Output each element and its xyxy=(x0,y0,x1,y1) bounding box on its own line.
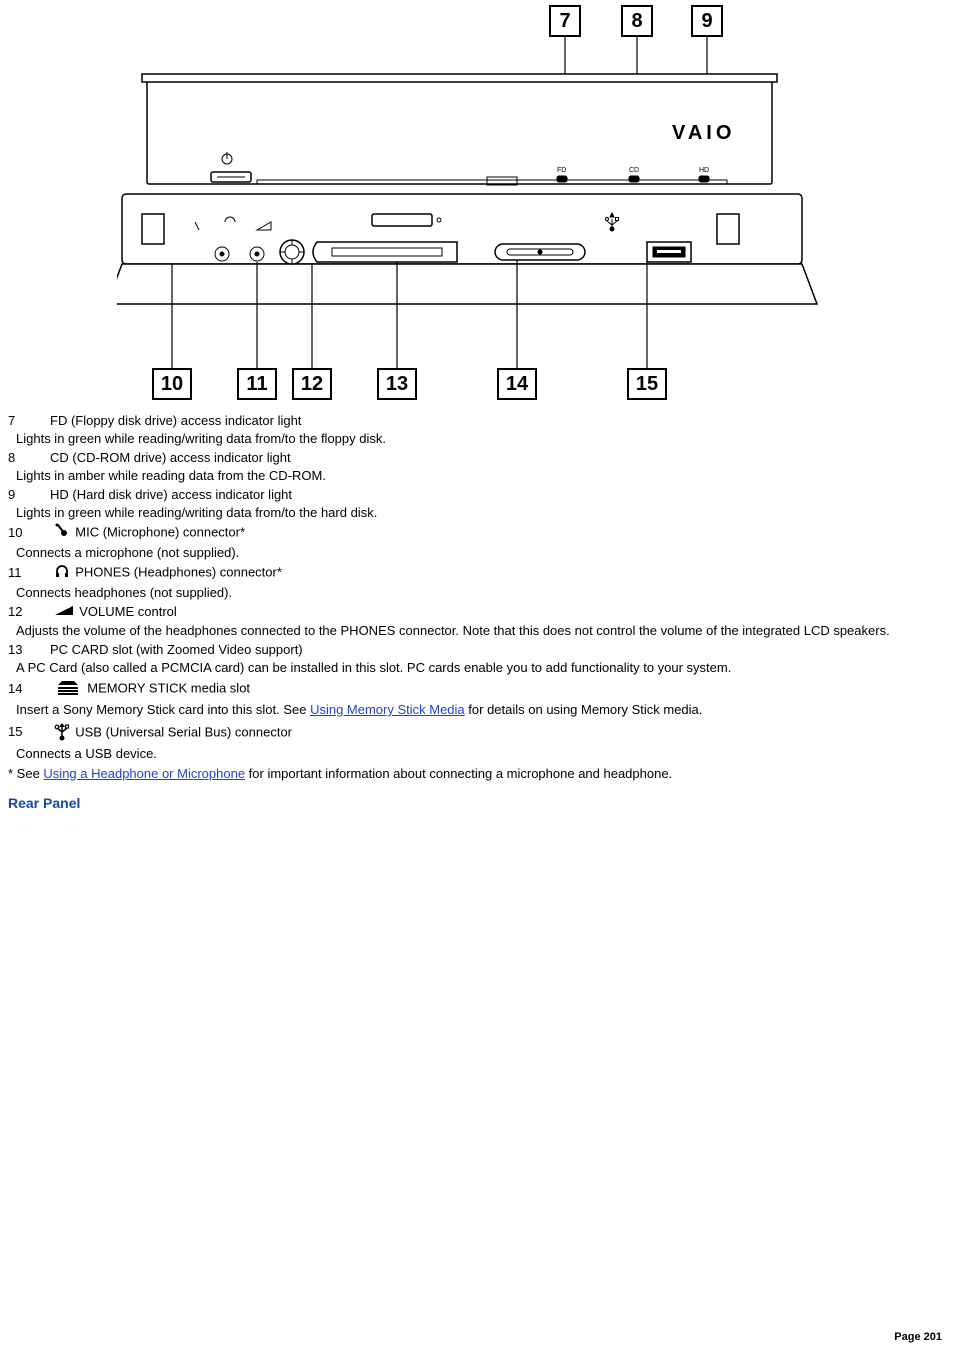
item-10: 10 MIC (Microphone) connector* Connects … xyxy=(8,523,946,561)
svg-text:CD: CD xyxy=(629,167,639,174)
item-number: 12 xyxy=(8,603,50,621)
item-title: PHONES (Headphones) connector* xyxy=(75,565,282,580)
svg-text:13: 13 xyxy=(386,373,408,395)
svg-text:HD: HD xyxy=(699,167,709,174)
mic-icon xyxy=(54,523,70,544)
item-number: 7 xyxy=(8,412,50,430)
item-number: 8 xyxy=(8,449,50,467)
svg-text:FD: FD xyxy=(557,167,566,174)
item-number: 10 xyxy=(8,524,50,542)
headphones-icon xyxy=(54,563,70,584)
svg-text:7: 7 xyxy=(559,10,570,32)
memory-stick-link[interactable]: Using Memory Stick Media xyxy=(310,702,465,717)
item-number: 9 xyxy=(8,486,50,504)
svg-text:12: 12 xyxy=(301,373,323,395)
item-desc: Connects headphones (not supplied). xyxy=(16,584,946,602)
item-desc: Lights in green while reading/writing da… xyxy=(16,430,946,448)
item-title: VOLUME control xyxy=(79,604,177,619)
item-desc: Lights in green while reading/writing da… xyxy=(16,504,946,522)
item-title: HD (Hard disk drive) access indicator li… xyxy=(50,487,292,502)
svg-text:10: 10 xyxy=(161,373,183,395)
vaio-logo: VAIO xyxy=(672,122,735,144)
item-number: 11 xyxy=(8,564,50,582)
usb-icon xyxy=(54,721,70,746)
svg-text:11: 11 xyxy=(246,373,267,395)
item-number: 13 xyxy=(8,641,50,659)
item-12: 12 VOLUME control Adjusts the volume of … xyxy=(8,603,946,639)
item-title: CD (CD-ROM drive) access indicator light xyxy=(50,450,291,465)
svg-text:8: 8 xyxy=(631,10,642,32)
item-desc: Adjusts the volume of the headphones con… xyxy=(16,622,946,640)
headphone-mic-link[interactable]: Using a Headphone or Microphone xyxy=(43,766,245,781)
item-number: 15 xyxy=(8,723,50,741)
item-title: MEMORY STICK media slot xyxy=(87,681,250,696)
item-desc: Connects a microphone (not supplied). xyxy=(16,544,946,562)
volume-icon xyxy=(54,604,74,622)
item-7: 7FD (Floppy disk drive) access indicator… xyxy=(8,412,946,447)
item-13: 13PC CARD slot (with Zoomed Video suppor… xyxy=(8,641,946,676)
item-desc: Insert a Sony Memory Stick card into thi… xyxy=(16,701,946,719)
front-panel-diagram: 7 8 9 VAIO FD CD HD xyxy=(117,4,837,404)
footnote: * See Using a Headphone or Microphone fo… xyxy=(8,765,946,783)
item-14: 14 MEMORY STICK media slot Insert a Sony… xyxy=(8,678,946,718)
item-desc: Lights in amber while reading data from … xyxy=(16,467,946,485)
rear-panel-heading: Rear Panel xyxy=(8,795,946,811)
item-title: MIC (Microphone) connector* xyxy=(75,525,245,540)
item-title: FD (Floppy disk drive) access indicator … xyxy=(50,413,301,428)
item-11: 11 PHONES (Headphones) connector* Connec… xyxy=(8,563,946,601)
svg-text:15: 15 xyxy=(636,373,658,395)
item-9: 9HD (Hard disk drive) access indicator l… xyxy=(8,486,946,521)
item-desc: A PC Card (also called a PCMCIA card) ca… xyxy=(16,659,946,677)
item-title: PC CARD slot (with Zoomed Video support) xyxy=(50,642,303,657)
memory-stick-icon xyxy=(54,678,82,701)
item-15: 15 USB (Universal Serial Bus) connector … xyxy=(8,721,946,763)
item-8: 8CD (CD-ROM drive) access indicator ligh… xyxy=(8,449,946,484)
svg-text:14: 14 xyxy=(506,373,529,395)
item-number: 14 xyxy=(8,680,50,698)
page-number: Page 201 xyxy=(894,1331,942,1343)
item-title: USB (Universal Serial Bus) connector xyxy=(75,724,292,739)
svg-text:9: 9 xyxy=(701,10,712,32)
item-desc: Connects a USB device. xyxy=(16,745,946,763)
